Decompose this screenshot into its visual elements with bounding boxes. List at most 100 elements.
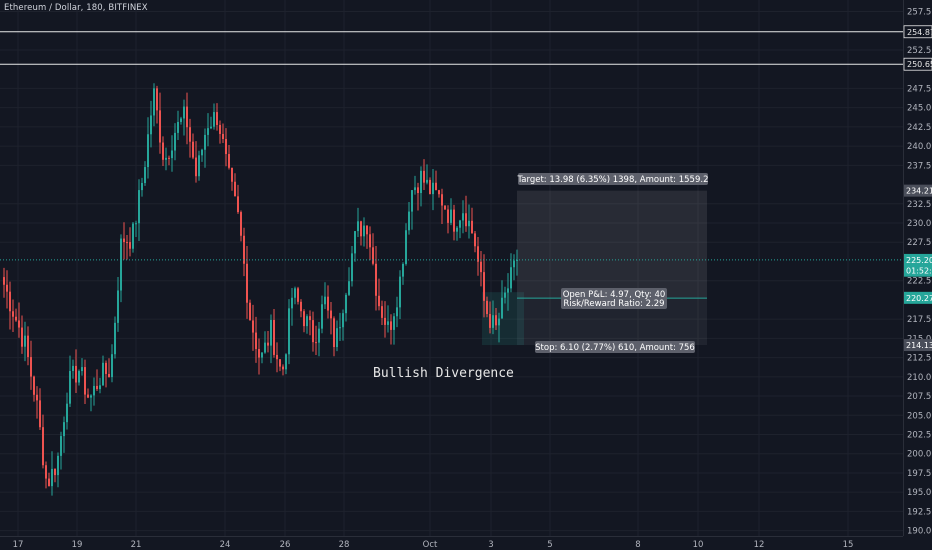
price-tag-bg	[904, 291, 932, 304]
long-position-tool[interactable]	[482, 190, 707, 346]
candle-body	[492, 315, 494, 328]
candle-body	[327, 296, 329, 311]
candle-body	[72, 365, 74, 372]
price-tag-bg	[904, 339, 932, 352]
candle-body	[459, 220, 461, 228]
time-tick-label: 8	[635, 540, 640, 550]
candle-body	[318, 328, 320, 343]
candle-body	[465, 213, 467, 227]
price-tag-bg	[904, 253, 932, 266]
candle-body	[15, 316, 17, 321]
candle-body	[60, 436, 62, 456]
candle-body	[282, 366, 284, 370]
profit-zone	[517, 190, 707, 299]
candle-body	[309, 316, 311, 321]
candle-body	[393, 316, 395, 330]
price-tick-label: 227.50	[907, 238, 932, 248]
candle-body	[33, 376, 35, 395]
candle-body	[201, 149, 203, 156]
candle-body	[513, 260, 515, 268]
candle-body	[198, 155, 200, 177]
candle-body	[186, 106, 188, 128]
time-tick-label: 15	[843, 540, 854, 550]
price-tick-label: 245.00	[907, 104, 932, 114]
price-tag: 234.21	[906, 187, 932, 196]
candle-body	[423, 170, 425, 183]
horizontal-level-tag: 250.65	[907, 60, 932, 69]
candle-body	[87, 394, 89, 398]
time-tick-label: 3	[488, 540, 493, 550]
candle-body	[99, 385, 101, 390]
candle-body	[285, 354, 287, 370]
candle-body	[207, 128, 209, 135]
candle-body	[498, 318, 500, 326]
candle-body	[45, 465, 47, 479]
price-tick-label: 210.00	[907, 373, 932, 383]
candle-body	[3, 277, 5, 285]
candle-body	[231, 167, 233, 182]
target-label: Target: 13.98 (6.35%) 1398, Amount: 1559…	[517, 175, 709, 185]
candle-body	[411, 190, 413, 212]
price-tick-label: 240.00	[907, 142, 932, 152]
bullish-divergence-annotation[interactable]: Bullish Divergence	[373, 366, 514, 381]
candle-body	[243, 235, 245, 264]
candle-body	[447, 209, 449, 223]
candle-body	[144, 167, 146, 183]
price-tick-label: 195.00	[907, 488, 932, 498]
candle-body	[114, 322, 116, 355]
candle-body	[57, 455, 59, 476]
candle-body	[51, 468, 53, 487]
candle-body	[495, 315, 497, 326]
candle-body	[123, 238, 125, 243]
candle-body	[372, 247, 374, 264]
position-labels: Target: 13.98 (6.35%) 1398, Amount: 1559…	[517, 173, 709, 353]
candle-body	[363, 225, 365, 237]
time-tick-label: 19	[72, 540, 83, 550]
candle-body	[261, 352, 263, 358]
candle-body	[480, 261, 482, 273]
candle-body	[84, 367, 86, 395]
horizontal-level-tag-bg	[903, 25, 932, 39]
candlestick-series	[3, 83, 518, 496]
candle-body	[273, 319, 275, 355]
candle-body	[357, 221, 359, 232]
candle-body	[435, 182, 437, 191]
candle-body	[111, 354, 113, 378]
stop-label-bg	[535, 341, 695, 353]
time-axis[interactable]: 17 19 21 24 26 28 Oct 3 5 8 10 12 15	[0, 536, 903, 550]
candle-body	[81, 367, 83, 372]
candle-body	[153, 88, 155, 116]
candle-body	[336, 328, 338, 348]
candle-body	[441, 194, 443, 206]
chart-grid	[0, 0, 903, 536]
price-axis[interactable]: 257.50 252.50 247.50 245.00 242.50 240.00 237.…	[903, 0, 932, 536]
candle-body	[369, 234, 371, 248]
candle-body	[270, 319, 272, 346]
candle-body	[360, 221, 362, 237]
candle-body	[324, 296, 326, 305]
candle-body	[177, 121, 179, 133]
candle-body	[501, 297, 503, 319]
candle-body	[171, 150, 173, 159]
price-tick-label: 222.50	[907, 277, 932, 287]
candle-body	[219, 124, 221, 134]
price-tag: 225.20	[906, 256, 932, 265]
horizontal-level-tag: 254.87	[907, 28, 932, 37]
candle-body	[474, 233, 476, 247]
candle-body	[129, 242, 131, 249]
price-tag-bg	[904, 264, 932, 277]
candle-body	[366, 225, 368, 235]
price-tick-label: 232.50	[907, 200, 932, 210]
candle-body	[315, 342, 317, 344]
candle-body	[42, 427, 44, 466]
candle-body	[468, 220, 470, 227]
candle-body	[291, 297, 293, 309]
stop-label: Stop: 6.10 (2.77%) 610, Amount: 756	[535, 343, 695, 353]
candle-body	[189, 127, 191, 142]
candle-body	[78, 371, 80, 383]
candle-body	[477, 246, 479, 262]
candle-body	[450, 209, 452, 223]
candle-body	[453, 209, 455, 232]
candle-body	[378, 295, 380, 307]
